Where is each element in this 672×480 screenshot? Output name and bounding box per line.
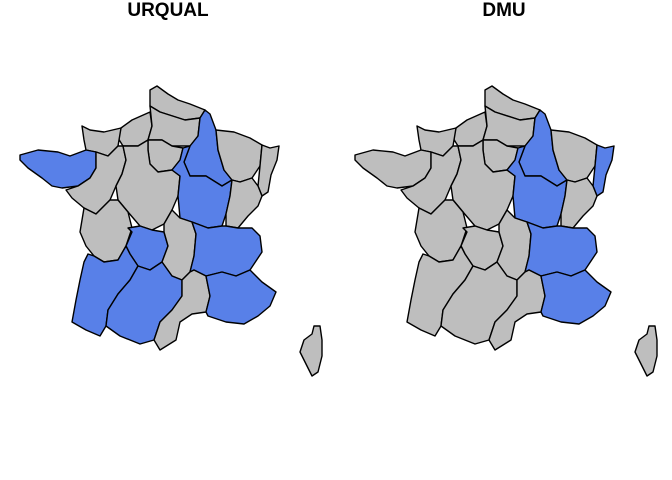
region-languedoc [488, 269, 546, 351]
map-urqual [19, 85, 323, 377]
region-corse [634, 325, 658, 377]
map-dmu [354, 85, 658, 377]
region-franche [225, 177, 263, 229]
region-rhone [189, 221, 263, 277]
panel-title-dmu: DMU [482, 0, 526, 21]
region-corse [299, 325, 323, 377]
region-alsace [257, 144, 280, 197]
region-languedoc [153, 269, 211, 351]
region-rhone [524, 221, 598, 277]
panel-title-urqual: URQUAL [127, 0, 209, 21]
region-paca [205, 269, 277, 325]
region-franche [560, 177, 598, 229]
region-alsace [592, 144, 615, 197]
region-paca [540, 269, 612, 325]
